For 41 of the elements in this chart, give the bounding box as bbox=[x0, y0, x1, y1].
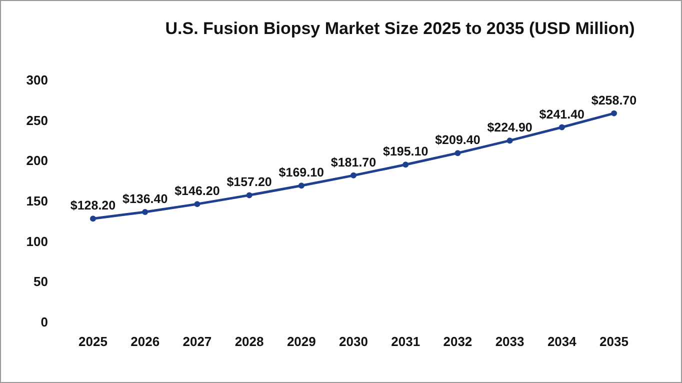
data-label: $181.70 bbox=[330, 155, 376, 170]
y-tick-label: 200 bbox=[26, 153, 48, 168]
point bbox=[611, 110, 617, 116]
point bbox=[350, 172, 356, 178]
point bbox=[142, 208, 148, 215]
y-tick-label: 0 bbox=[40, 314, 48, 330]
x-tick-label: 2028 bbox=[234, 334, 264, 349]
x-tick-label: 2025 bbox=[78, 334, 108, 349]
data-label: $258.70 bbox=[591, 93, 637, 108]
y-tick-label: 150 bbox=[26, 194, 48, 208]
y-tick-label: 50 bbox=[34, 274, 48, 290]
x-tick-label: 2035 bbox=[600, 334, 628, 349]
point bbox=[454, 150, 461, 156]
data-label: $157.20 bbox=[226, 175, 272, 190]
x-tick-label: 2030 bbox=[339, 334, 368, 349]
y-tick-label: 300 bbox=[26, 72, 48, 88]
x-tick-label: 2032 bbox=[443, 334, 472, 349]
x-tick-label: 2033 bbox=[495, 334, 524, 349]
x-tick-label: 2029 bbox=[286, 334, 316, 349]
data-label: $136.40 bbox=[122, 192, 168, 206]
data-label: $169.10 bbox=[278, 166, 324, 180]
data-label: $128.20 bbox=[70, 198, 116, 213]
point bbox=[90, 216, 96, 222]
x-tick-label: 2026 bbox=[130, 334, 160, 349]
x-tick-label: 2027 bbox=[182, 334, 212, 349]
chart-title: U.S. Fusion Biopsy Market Size 2025 to 2035 (USD Million) bbox=[165, 19, 635, 38]
data-label: $241.40 bbox=[539, 107, 585, 122]
point bbox=[558, 124, 565, 130]
y-tick-label: 250 bbox=[26, 112, 48, 128]
point bbox=[194, 201, 200, 208]
point bbox=[246, 192, 252, 198]
data-label: $224.90 bbox=[487, 120, 532, 135]
data-label: $209.40 bbox=[435, 133, 480, 148]
point bbox=[298, 182, 304, 189]
point bbox=[402, 162, 409, 168]
data-label: $195.10 bbox=[383, 144, 428, 159]
point bbox=[506, 138, 513, 144]
x-tick-label: 2031 bbox=[391, 334, 420, 349]
x-tick-label: 2034 bbox=[547, 334, 578, 349]
y-tick-label: 100 bbox=[26, 234, 48, 249]
data-label: $146.20 bbox=[174, 184, 220, 198]
